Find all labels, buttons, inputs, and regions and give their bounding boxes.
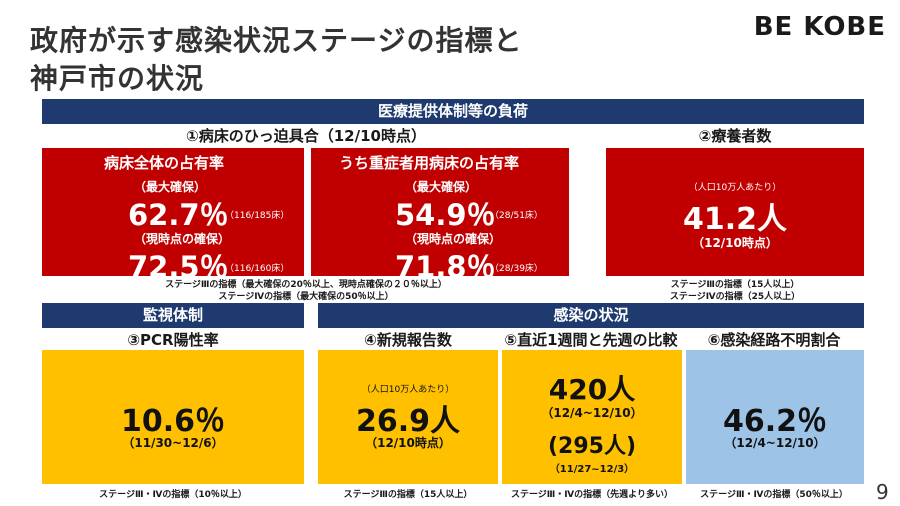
pcr-header: ③PCR陽性率 (127, 331, 219, 349)
medical-band: 医療提供体制等の負荷 (42, 99, 864, 124)
severe-bed-current-label: （現時点の確保） (405, 232, 502, 246)
total-bed-current-label: （現時点の確保） (134, 232, 231, 246)
recovery-value: 41.2人 (682, 202, 788, 237)
pcr-value: 10.6％ (120, 404, 226, 439)
be-kobe-logo: BE KOBE (753, 12, 886, 42)
bed-note-stage3: ステージⅢの指標（最大確保の20％以上、現時点確保の２０％以上） (165, 280, 447, 290)
week-compare-header: ⑤直近1週間と先週の比較 (504, 331, 678, 349)
total-bed-max-label: （最大確保） (134, 180, 207, 194)
new-cases-header: ④新規報告数 (364, 331, 452, 349)
prev-week-period: （11/27~12/3） (549, 464, 635, 475)
monitoring-band: 監視体制 (42, 303, 304, 328)
bed-header: ①病床のひっ迫具合（12/10時点） (186, 127, 426, 145)
pcr-period: （11/30~12/6） (122, 436, 224, 450)
unknown-route-panel: 46.2％ （12/4~12/10） (686, 350, 864, 484)
new-cases-note: ステージⅢの指標（15人以上） (343, 490, 473, 500)
recovery-date: （12/10時点） (692, 236, 778, 250)
total-bed-max-detail: （116/185床） (225, 211, 290, 221)
new-cases-value: 26.9人 (355, 404, 461, 439)
new-cases-date: （12/10時点） (365, 436, 451, 450)
week-period: （12/4~12/10） (541, 406, 643, 420)
severe-bed-title: うち重症者用病床の占有率 (339, 154, 520, 172)
recovery-header: ②療養者数 (698, 127, 772, 145)
unknown-route-value: 46.2％ (722, 404, 828, 439)
recovery-note-stage3: ステージⅢの指標（15人以上） (670, 280, 800, 290)
unknown-route-period: （12/4~12/10） (724, 436, 826, 450)
total-bed-title: 病床全体の占有率 (104, 154, 225, 172)
total-bed-current-detail: （116/160床） (225, 264, 290, 274)
week-value: 420人 (548, 373, 636, 406)
unknown-route-header: ⑥感染経路不明割合 (707, 331, 841, 349)
total-bed-panel: 病床全体の占有率 （最大確保） 62.7％ （116/185床） （現時点の確保… (42, 148, 304, 284)
week-compare-panel: 420人 （12/4~12/10） (295人) （11/27~12/3） (502, 350, 682, 484)
new-cases-panel: （人口10万人あたり） 26.9人 （12/10時点） (318, 350, 498, 484)
total-bed-current-value: 72.5％ (128, 250, 229, 284)
new-cases-per-pop: （人口10万人あたり） (361, 385, 455, 395)
severe-bed-max-detail: （28/51床） (490, 211, 543, 221)
severe-bed-max-value: 54.9％ (395, 198, 496, 232)
total-bed-max-value: 62.7％ (128, 198, 229, 232)
page-title: 政府が示す感染状況ステージの指標と 神戸市の状況 (30, 22, 522, 98)
recovery-per-pop: （人口10万人あたり） (688, 183, 782, 193)
bed-note-stage4: ステージⅣの指標（最大確保の50％以上） (218, 292, 394, 302)
recovery-panel: （人口10万人あたり） 41.2人 （12/10時点） (606, 148, 864, 276)
title-line-2: 神戸市の状況 (30, 62, 205, 95)
infection-band: 感染の状況 (318, 303, 864, 328)
severe-bed-max-label: （最大確保） (405, 180, 478, 194)
severe-bed-current-value: 71.8％ (395, 250, 496, 284)
severe-bed-current-detail: （28/39床） (490, 264, 543, 274)
pcr-note: ステージⅢ・Ⅳの指標（10％以上） (99, 490, 247, 500)
recovery-note-stage4: ステージⅣの指標（25人以上） (669, 292, 801, 302)
title-line-1: 政府が示す感染状況ステージの指標と (30, 24, 523, 57)
page-number: 9 (876, 480, 889, 504)
severe-bed-panel: うち重症者用病床の占有率 （最大確保） 54.9％ （28/51床） （現時点の… (311, 148, 569, 284)
prev-week-value: (295人) (547, 434, 637, 459)
week-compare-note: ステージⅢ・Ⅳの指標（先週より多い） (510, 490, 674, 500)
pcr-panel: 10.6％ （11/30~12/6） (42, 350, 304, 484)
unknown-route-note: ステージⅢ・Ⅳの指標（50％以上） (700, 490, 848, 500)
